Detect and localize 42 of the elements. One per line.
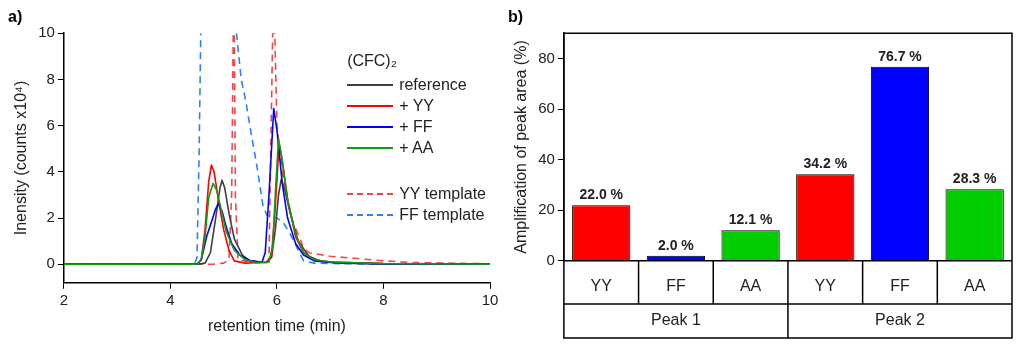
x-tick-label: 10 <box>481 290 499 308</box>
legend-title: (CFC)₂ <box>347 52 398 70</box>
y-tick-label: 4 <box>46 162 55 180</box>
chart-title: a) <box>8 8 23 26</box>
legend-label: + FF <box>399 118 433 136</box>
text: Peak 2 <box>875 311 925 329</box>
data-label: 76.7 % <box>878 47 923 64</box>
y-tick-label: 10 <box>38 23 55 41</box>
data-label: 2.0 % <box>658 236 695 253</box>
y-tick-label: 60 <box>538 99 555 117</box>
x-tick-label: AA <box>963 276 986 294</box>
data-label: 12.1 % <box>728 211 773 228</box>
x-tick-label: 8 <box>379 290 388 308</box>
legend-label: + YY <box>399 97 434 115</box>
data-label: 22.0 % <box>579 186 624 203</box>
x-tick-label: 2 <box>59 290 69 308</box>
text: Peak 1 <box>651 311 701 329</box>
x-tick-label: YY <box>590 276 613 294</box>
y-axis-title: Inensity (counts x10⁴) <box>12 80 30 236</box>
y-axis-title: Amplification of peak area (%) <box>512 40 530 254</box>
x-tick-label: 6 <box>272 290 282 308</box>
data-label: 34.2 % <box>803 155 848 172</box>
y-tick-label: 0 <box>46 254 55 272</box>
x-tick-label: FF <box>890 276 910 294</box>
x-tick-label: AA <box>739 276 762 294</box>
legend-label: + AA <box>399 139 434 157</box>
x-tick-label: FF <box>666 276 686 294</box>
y-tick-label: 20 <box>538 200 555 218</box>
y-tick-label: 0 <box>546 250 555 268</box>
x-tick-label: 4 <box>166 290 175 308</box>
x-axis-title: retention time (min) <box>208 316 346 334</box>
data-label: 28.3 % <box>952 170 997 187</box>
y-tick-label: 8 <box>46 69 55 87</box>
legend-label: reference <box>399 76 467 94</box>
x-tick-label: YY <box>814 276 837 294</box>
chart-title: b) <box>508 8 524 26</box>
legend-label: YY template <box>399 185 486 203</box>
y-tick-label: 80 <box>538 48 555 66</box>
y-tick-label: 2 <box>46 208 55 226</box>
y-tick-label: 40 <box>538 149 555 167</box>
legend-label: FF template <box>399 206 485 224</box>
y-tick-label: 6 <box>46 115 55 133</box>
